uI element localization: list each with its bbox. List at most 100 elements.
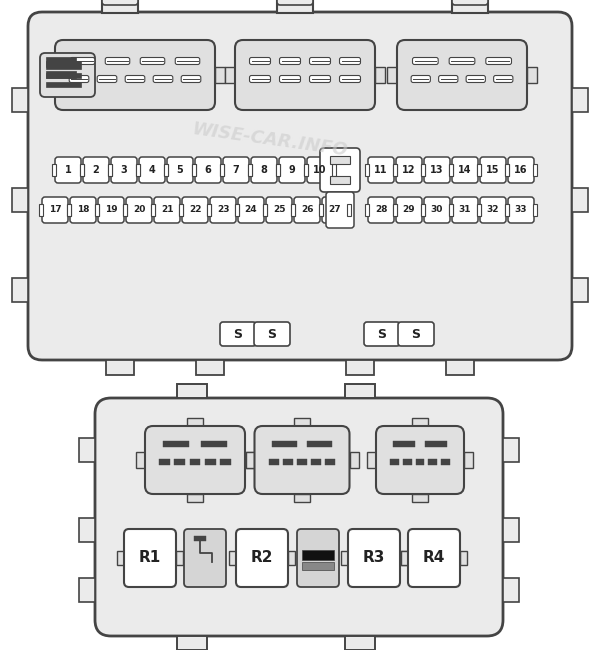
FancyBboxPatch shape bbox=[307, 157, 333, 183]
FancyBboxPatch shape bbox=[238, 197, 264, 223]
Bar bbox=[393, 164, 397, 176]
FancyBboxPatch shape bbox=[294, 197, 320, 223]
Text: 30: 30 bbox=[431, 205, 443, 214]
Bar bbox=[365, 164, 369, 176]
Bar bbox=[393, 441, 415, 447]
Bar bbox=[302, 550, 334, 560]
FancyBboxPatch shape bbox=[280, 75, 301, 83]
Bar bbox=[477, 164, 481, 176]
Bar bbox=[294, 418, 310, 427]
Text: R4: R4 bbox=[423, 551, 445, 566]
Bar bbox=[325, 459, 335, 465]
Text: 14: 14 bbox=[458, 165, 472, 175]
FancyBboxPatch shape bbox=[494, 75, 513, 83]
FancyBboxPatch shape bbox=[97, 75, 117, 83]
Bar bbox=[179, 204, 183, 216]
Bar bbox=[194, 536, 206, 541]
Bar bbox=[12, 188, 28, 212]
Bar bbox=[95, 204, 99, 216]
FancyBboxPatch shape bbox=[139, 157, 165, 183]
FancyBboxPatch shape bbox=[424, 157, 450, 183]
Bar bbox=[79, 438, 95, 462]
Bar bbox=[412, 494, 428, 502]
Bar bbox=[46, 61, 81, 69]
FancyBboxPatch shape bbox=[126, 197, 152, 223]
Text: 19: 19 bbox=[104, 205, 118, 214]
Bar bbox=[106, 360, 134, 375]
Bar bbox=[220, 459, 231, 465]
FancyBboxPatch shape bbox=[266, 197, 292, 223]
Bar bbox=[449, 204, 453, 216]
Text: 8: 8 bbox=[260, 165, 268, 175]
Bar bbox=[319, 204, 323, 216]
FancyBboxPatch shape bbox=[480, 157, 506, 183]
Bar bbox=[425, 441, 447, 447]
FancyBboxPatch shape bbox=[235, 40, 375, 110]
Bar bbox=[505, 204, 509, 216]
Bar bbox=[263, 204, 267, 216]
Bar bbox=[136, 164, 140, 176]
Bar bbox=[136, 164, 140, 176]
Text: 18: 18 bbox=[77, 205, 89, 214]
FancyBboxPatch shape bbox=[181, 75, 201, 83]
Bar bbox=[39, 204, 43, 216]
Bar bbox=[452, 0, 488, 13]
Bar bbox=[52, 164, 56, 176]
FancyBboxPatch shape bbox=[55, 157, 81, 183]
FancyBboxPatch shape bbox=[322, 197, 348, 223]
Bar bbox=[12, 88, 28, 112]
Bar bbox=[163, 441, 190, 447]
Text: 28: 28 bbox=[375, 205, 387, 214]
FancyBboxPatch shape bbox=[340, 75, 361, 83]
Text: S: S bbox=[268, 328, 277, 341]
Bar bbox=[95, 204, 99, 216]
Bar bbox=[330, 156, 350, 164]
Bar bbox=[225, 67, 235, 83]
Bar bbox=[159, 459, 170, 465]
FancyBboxPatch shape bbox=[297, 529, 339, 587]
Bar bbox=[319, 204, 323, 216]
Bar bbox=[200, 441, 227, 447]
Text: 7: 7 bbox=[233, 165, 239, 175]
Bar bbox=[175, 459, 185, 465]
FancyBboxPatch shape bbox=[210, 197, 236, 223]
Bar bbox=[421, 164, 425, 176]
FancyBboxPatch shape bbox=[254, 426, 349, 494]
Bar bbox=[123, 204, 127, 216]
Bar bbox=[347, 204, 351, 216]
Bar bbox=[164, 164, 168, 176]
Bar bbox=[365, 204, 369, 216]
Bar bbox=[207, 204, 211, 216]
Bar bbox=[277, 0, 313, 13]
Text: S: S bbox=[233, 328, 242, 341]
Bar bbox=[207, 204, 211, 216]
Text: 21: 21 bbox=[161, 205, 173, 214]
Text: 17: 17 bbox=[49, 205, 61, 214]
Bar bbox=[464, 452, 473, 468]
Bar bbox=[164, 164, 168, 176]
FancyBboxPatch shape bbox=[340, 57, 361, 64]
Bar bbox=[428, 459, 437, 465]
Bar bbox=[67, 204, 71, 216]
Text: 31: 31 bbox=[459, 205, 471, 214]
FancyBboxPatch shape bbox=[250, 75, 271, 83]
FancyBboxPatch shape bbox=[396, 197, 422, 223]
Text: 4: 4 bbox=[149, 165, 155, 175]
Bar bbox=[46, 57, 76, 67]
Text: R2: R2 bbox=[251, 551, 273, 566]
Bar bbox=[215, 67, 225, 83]
FancyBboxPatch shape bbox=[397, 40, 527, 110]
Text: 9: 9 bbox=[289, 165, 295, 175]
Bar bbox=[421, 204, 425, 216]
FancyBboxPatch shape bbox=[280, 57, 301, 64]
Bar bbox=[505, 204, 509, 216]
Text: S: S bbox=[377, 328, 386, 341]
Bar bbox=[108, 164, 112, 176]
FancyBboxPatch shape bbox=[236, 529, 288, 587]
FancyBboxPatch shape bbox=[195, 157, 221, 183]
Bar bbox=[177, 636, 207, 650]
Text: S: S bbox=[412, 328, 421, 341]
FancyBboxPatch shape bbox=[55, 40, 215, 110]
Bar bbox=[533, 164, 537, 176]
Bar bbox=[288, 551, 295, 565]
